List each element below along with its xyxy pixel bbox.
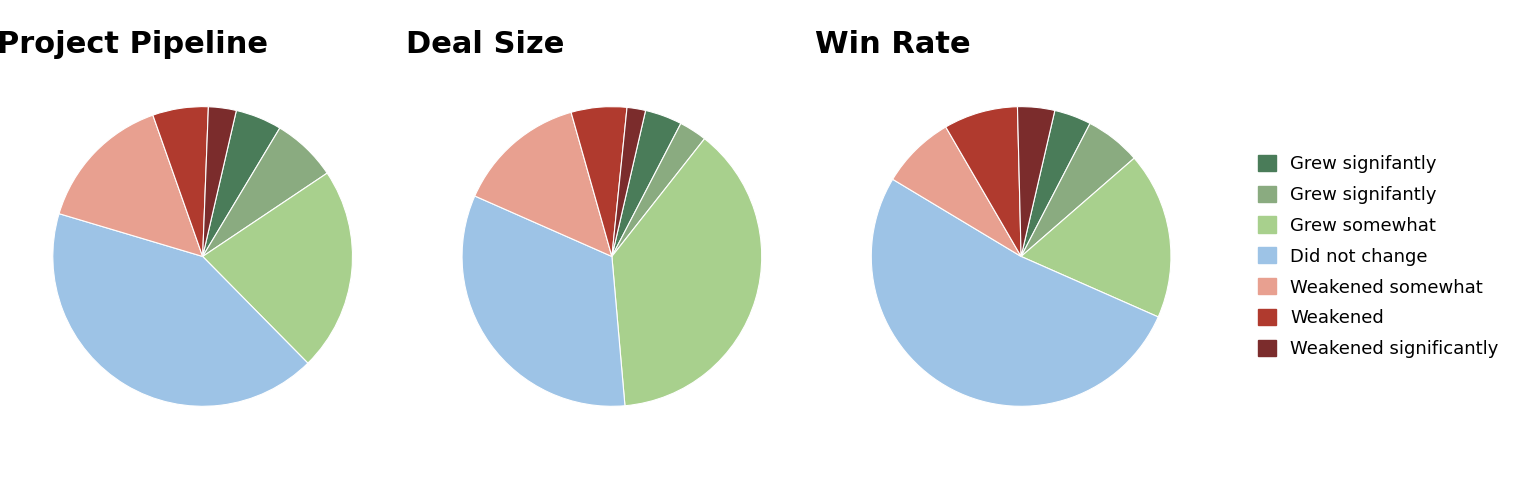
Text: Deal Size: Deal Size bbox=[406, 29, 564, 58]
Wedge shape bbox=[203, 107, 237, 256]
Wedge shape bbox=[871, 179, 1158, 406]
Wedge shape bbox=[203, 173, 352, 363]
Wedge shape bbox=[892, 127, 1021, 256]
Wedge shape bbox=[946, 107, 1021, 256]
Text: Win Rate: Win Rate bbox=[816, 29, 971, 58]
Wedge shape bbox=[1021, 111, 1091, 256]
Wedge shape bbox=[203, 111, 280, 256]
Wedge shape bbox=[611, 111, 680, 256]
Wedge shape bbox=[52, 214, 307, 406]
Wedge shape bbox=[1017, 107, 1055, 256]
Wedge shape bbox=[571, 107, 627, 256]
Wedge shape bbox=[1021, 124, 1134, 256]
Text: Project Pipeline: Project Pipeline bbox=[0, 29, 267, 58]
Wedge shape bbox=[154, 107, 209, 256]
Wedge shape bbox=[611, 108, 645, 256]
Wedge shape bbox=[203, 128, 327, 256]
Wedge shape bbox=[611, 124, 705, 256]
Wedge shape bbox=[462, 196, 625, 406]
Wedge shape bbox=[611, 139, 762, 406]
Legend: Grew signifantly, Grew signifantly, Grew somewhat, Did not change, Weakened some: Grew signifantly, Grew signifantly, Grew… bbox=[1252, 149, 1504, 364]
Wedge shape bbox=[475, 112, 611, 256]
Wedge shape bbox=[1021, 158, 1170, 317]
Wedge shape bbox=[58, 115, 203, 256]
